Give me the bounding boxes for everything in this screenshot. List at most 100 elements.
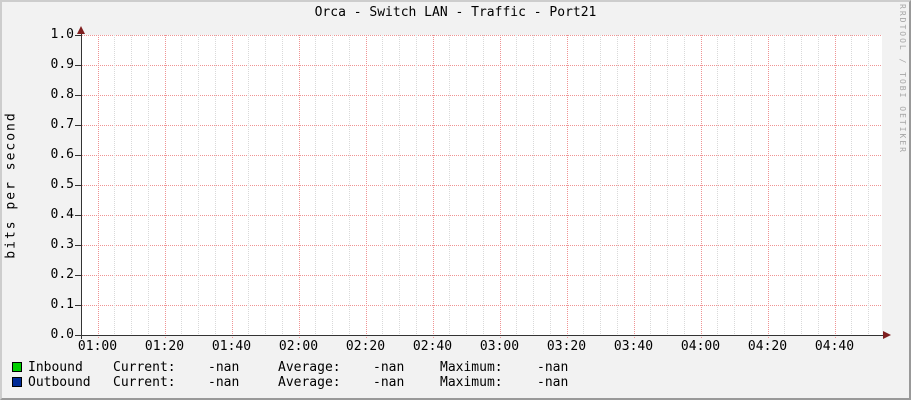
y-tick-label: 0.7	[50, 117, 74, 132]
v-gridline-major	[164, 35, 166, 339]
y-tick-mark	[75, 95, 81, 96]
v-gridline-major	[700, 35, 702, 339]
x-tick-label: 03:20	[546, 339, 587, 354]
v-gridline-major	[97, 35, 99, 339]
v-gridline-minor	[817, 35, 819, 335]
v-gridline-major	[231, 35, 233, 339]
h-gridline	[82, 65, 882, 66]
outbound-color-swatch	[12, 377, 22, 387]
y-tick-label: 0.2	[50, 267, 74, 282]
v-gridline-minor	[248, 35, 250, 335]
v-gridline-major	[298, 35, 300, 339]
h-gridline	[82, 35, 882, 36]
x-axis-arrow-icon	[883, 331, 891, 339]
legend-label: Outbound	[28, 375, 91, 390]
v-gridline-minor	[683, 35, 685, 335]
v-gridline-minor	[801, 35, 802, 335]
v-gridline-minor	[868, 35, 869, 335]
y-tick-label: 0.8	[50, 87, 74, 102]
y-axis-line	[81, 30, 82, 339]
v-gridline-minor	[616, 35, 618, 335]
legend-row-inbound: Inbound Current: -nan Average: -nan Maxi…	[2, 360, 909, 375]
v-gridline-minor	[315, 35, 317, 335]
y-tick-label: 0.1	[50, 297, 74, 312]
y-tick-label: 0.9	[50, 57, 74, 72]
v-gridline-minor	[466, 35, 467, 335]
h-gridline	[82, 215, 882, 216]
v-gridline-minor	[533, 35, 534, 335]
maximum-label: Maximum:	[440, 360, 503, 375]
h-gridline	[82, 275, 882, 276]
v-gridline-minor	[516, 35, 518, 335]
y-tick-mark	[75, 245, 81, 246]
v-gridline-minor	[114, 35, 116, 335]
h-gridline	[82, 125, 882, 126]
v-gridline-major	[432, 35, 434, 339]
y-tick-mark	[75, 185, 81, 186]
current-value: -nan	[208, 360, 240, 375]
x-tick-label: 01:00	[77, 339, 118, 354]
v-gridline-minor	[482, 35, 484, 335]
average-label: Average:	[278, 375, 341, 390]
y-tick-mark	[75, 215, 81, 216]
inbound-color-swatch	[12, 362, 22, 372]
current-value: -nan	[208, 375, 240, 390]
x-tick-label: 01:40	[211, 339, 252, 354]
y-tick-label: 0.5	[50, 177, 74, 192]
y-tick-label: 0.3	[50, 237, 74, 252]
legend-label: Inbound	[28, 360, 83, 375]
v-gridline-major	[633, 35, 635, 339]
h-gridline	[82, 155, 882, 156]
y-axis-label: bits per second	[3, 111, 19, 259]
h-gridline	[82, 185, 882, 186]
v-gridline-minor	[600, 35, 601, 335]
maximum-value: -nan	[537, 375, 569, 390]
v-gridline-minor	[734, 35, 735, 335]
v-gridline-major	[499, 35, 501, 339]
v-gridline-major	[767, 35, 769, 339]
v-gridline-minor	[717, 35, 719, 335]
average-value: -nan	[373, 375, 405, 390]
y-tick-label: 0.0	[50, 327, 74, 342]
rrdtool-watermark: RRDTOOL / TOBI OETIKER	[898, 4, 907, 154]
v-gridline-major	[566, 35, 568, 339]
y-tick-mark	[75, 35, 81, 36]
h-gridline	[82, 305, 882, 306]
x-tick-label: 02:00	[278, 339, 319, 354]
current-label: Current:	[113, 360, 176, 375]
graph-title: Orca - Switch LAN - Traffic - Port21	[314, 5, 597, 20]
v-gridline-minor	[348, 35, 350, 335]
v-gridline-minor	[851, 35, 853, 335]
x-tick-label: 04:20	[747, 339, 788, 354]
v-gridline-minor	[198, 35, 199, 335]
v-gridline-minor	[181, 35, 183, 335]
v-gridline-major	[365, 35, 367, 339]
y-tick-label: 0.4	[50, 207, 74, 222]
y-tick-label: 0.6	[50, 147, 74, 162]
legend-row-outbound: Outbound Current: -nan Average: -nan Max…	[2, 375, 909, 390]
y-tick-label: 1.0	[50, 27, 74, 42]
x-tick-label: 03:40	[613, 339, 654, 354]
x-tick-label: 03:00	[479, 339, 520, 354]
x-tick-label: 01:20	[144, 339, 185, 354]
maximum-value: -nan	[537, 360, 569, 375]
h-gridline	[82, 245, 882, 246]
v-gridline-minor	[650, 35, 652, 335]
y-tick-mark	[75, 65, 81, 66]
x-tick-label: 04:00	[680, 339, 721, 354]
average-label: Average:	[278, 360, 341, 375]
v-gridline-minor	[449, 35, 451, 335]
average-value: -nan	[373, 360, 405, 375]
current-label: Current:	[113, 375, 176, 390]
y-tick-mark	[75, 275, 81, 276]
v-gridline-minor	[415, 35, 417, 335]
y-tick-mark	[75, 305, 81, 306]
v-gridline-minor	[399, 35, 400, 335]
x-tick-label: 02:40	[412, 339, 453, 354]
v-gridline-minor	[784, 35, 786, 335]
v-gridline-minor	[265, 35, 266, 335]
v-gridline-major	[834, 35, 836, 339]
v-gridline-minor	[549, 35, 551, 335]
